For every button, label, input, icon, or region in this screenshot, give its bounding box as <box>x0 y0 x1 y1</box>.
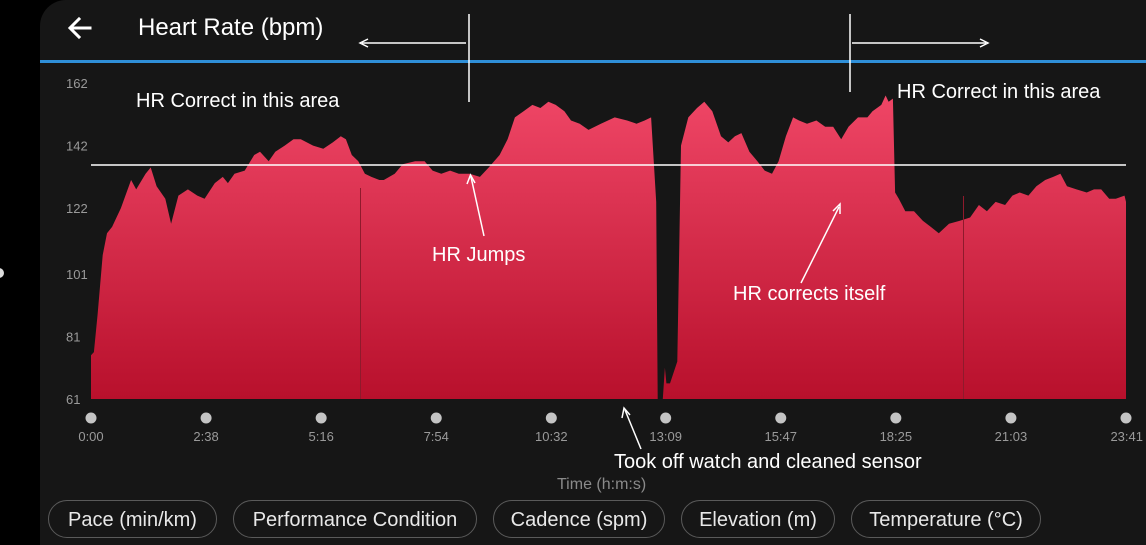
y-tick-label: 142 <box>66 139 88 154</box>
x-tick-label: 10:32 <box>535 429 568 444</box>
annotation-hr-correct-left: HR Correct in this area <box>136 90 340 112</box>
x-axis-title: Time (h:m:s) <box>557 476 647 493</box>
page-title: Heart Rate (bpm) <box>138 14 324 41</box>
x-tick-marker <box>1005 412 1017 424</box>
heart-rate-area-series <box>91 95 1126 399</box>
x-tick-marker <box>660 412 672 424</box>
x-tick-label: 21:03 <box>995 429 1028 444</box>
y-tick-label: 81 <box>66 329 80 344</box>
y-tick-label: 101 <box>66 267 88 282</box>
x-tick-marker <box>315 412 327 424</box>
tab-performance-condition[interactable]: Performance Condition <box>233 500 477 538</box>
x-tick-label: 2:38 <box>193 429 218 444</box>
edge-indicator-dot <box>0 268 4 278</box>
arrow-left-region <box>358 38 466 48</box>
y-tick-label: 162 <box>66 76 88 91</box>
x-tick-marker <box>430 412 442 424</box>
y-tick-label: 122 <box>66 201 88 216</box>
arrow-left-icon[interactable] <box>64 12 96 44</box>
x-tick-label: 0:00 <box>78 429 103 444</box>
x-tick-marker <box>200 412 212 424</box>
annotation-hr-corrects-itself: HR corrects itself <box>733 283 886 305</box>
tab-pace[interactable]: Pace (min/km) <box>48 500 217 538</box>
x-tick-label: 18:25 <box>880 429 913 444</box>
x-tick-label: 23:41 <box>1110 429 1143 444</box>
x-tick-marker <box>545 412 557 424</box>
header-divider <box>40 60 1146 63</box>
x-tick-marker <box>890 412 902 424</box>
annotation-took-off-watch: Took off watch and cleaned sensor <box>614 451 922 473</box>
tab-elevation[interactable]: Elevation (m) <box>681 500 835 538</box>
y-tick-label: 61 <box>66 392 80 407</box>
x-tick-label: 13:09 <box>649 429 682 444</box>
tab-cadence[interactable]: Cadence (spm) <box>493 500 665 538</box>
x-tick-label: 7:54 <box>424 429 449 444</box>
x-tick-marker <box>775 412 787 424</box>
arrow-hr-corrects <box>800 202 841 284</box>
arrow-right-region <box>852 38 990 48</box>
arrow-hr-jumps <box>466 173 485 237</box>
annotation-hr-jumps: HR Jumps <box>432 244 526 266</box>
x-tick-label: 15:47 <box>764 429 797 444</box>
x-tick-marker <box>1120 412 1132 424</box>
annotation-hr-correct-right: HR Correct in this area <box>897 81 1101 103</box>
tab-temperature[interactable]: Temperature (°C) <box>851 500 1041 538</box>
x-tick-label: 5:16 <box>309 429 334 444</box>
arrow-took-off <box>621 406 642 450</box>
x-tick-marker <box>85 412 97 424</box>
